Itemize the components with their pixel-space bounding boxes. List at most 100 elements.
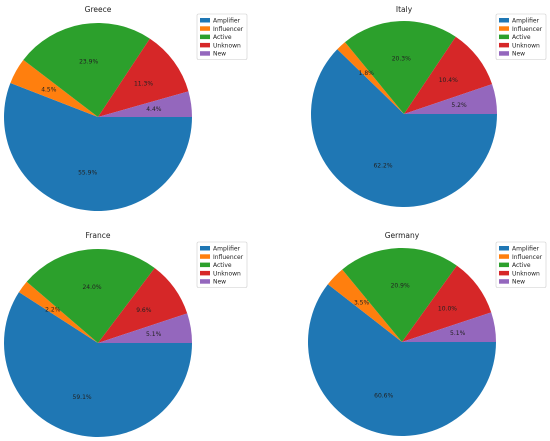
legend-swatch-amplifier [200,246,210,251]
slice-label-active: 20.3% [392,55,411,62]
pie-slice-new [404,84,497,114]
slice-label-influencer: 2.2% [45,306,61,313]
legend-label-influencer: Influencer [213,254,244,261]
slices [311,20,497,207]
slice-label-active: 20.9% [391,283,410,290]
legend-swatch-new [499,51,509,56]
pie-panel-italy: Italy 62.2% 1.8% 20.3% 10.4% 5.2% AmplifierInf… [311,5,547,207]
pie-slice-amplifier [3,82,192,212]
slice-labels: 62.2% 1.8% 20.3% 10.4% 5.2% [359,55,467,169]
legend-label-new: New [512,279,525,286]
pie-slice-active [342,248,457,342]
chart-title: Greece [85,5,112,14]
legend-label-new: New [213,279,226,286]
legend-label-amplifier: Amplifier [512,18,540,25]
chart-title: France [86,231,111,240]
pie-slice-active [26,248,155,343]
slice-label-unknown: 9.6% [136,307,152,314]
legend-swatch-new [200,279,210,284]
legend-frame [495,241,547,288]
legend-label-active: Active [512,262,531,269]
slices [307,248,496,436]
slice-label-amplifier: 55.9% [78,169,97,176]
slice-labels: 55.9% 4.5% 23.9% 11.3% 4.4% [41,58,162,176]
legend-swatch-active [499,262,509,268]
legend-label-unknown: Unknown [213,270,241,277]
legend-swatch-active [200,34,210,40]
pie-slice-influencer [327,269,402,342]
legend-swatch-influencer [200,26,210,31]
slice-label-active: 24.0% [82,284,101,291]
legend-frame [495,13,547,60]
legend-label-unknown: Unknown [512,270,540,277]
slice-label-unknown: 11.3% [134,81,153,88]
pie-slice-unknown [98,38,189,117]
legend-label-amplifier: Amplifier [213,18,241,25]
legend-label-active: Active [213,34,232,41]
pie-slice-influencer [18,281,99,343]
legend-swatch-active [499,34,509,40]
pie-slice-new [402,312,496,342]
slice-label-influencer: 1.8% [359,70,375,77]
chart-title: Italy [396,5,413,14]
pie-slice-new [98,313,193,343]
chart-title: Germany [385,231,420,240]
pie-slice-influencer [337,42,404,114]
pie-slice-active [23,23,150,117]
legend-label-amplifier: Amplifier [512,246,540,253]
legend-swatch-influencer [499,254,509,259]
legend-swatch-new [499,279,509,284]
legend-frame [196,241,248,288]
legend-label-unknown: Unknown [213,42,241,49]
pie-slice-influencer [10,59,99,117]
pie-slice-amplifier [311,49,497,207]
slice-label-new: 5.1% [146,331,162,338]
slice-labels: 60.6% 3.5% 20.9% 10.0% 5.1% [354,283,466,400]
pie-slice-unknown [402,265,492,342]
slice-label-new: 4.4% [146,106,162,113]
legend-label-influencer: Influencer [213,26,244,33]
legend-swatch-unknown [499,270,509,276]
pie-slice-amplifier [307,284,496,436]
slice-label-amplifier: 62.2% [373,163,392,170]
slice-label-new: 5.2% [451,102,467,109]
legend-frame [196,13,248,60]
legend-swatch-influencer [499,26,509,31]
legend-label-new: New [213,51,226,58]
legend-swatch-new [200,51,210,56]
pie-panel-germany: Germany 60.6% 3.5% 20.9% 10.0% 5.1% AmplifierI… [307,231,547,436]
legend-swatch-amplifier [499,18,509,23]
legend-label-active: Active [512,34,531,41]
slice-label-active: 23.9% [79,58,98,65]
legend-label-amplifier: Amplifier [213,246,241,253]
legend-label-unknown: Unknown [512,42,540,49]
slice-label-unknown: 10.4% [439,77,458,84]
pie-slice-amplifier [3,292,192,437]
slice-label-amplifier: 60.6% [374,392,393,399]
legend-swatch-amplifier [499,246,509,251]
slice-label-influencer: 3.5% [354,300,370,307]
legend-swatch-unknown [499,42,509,48]
legend-swatch-influencer [200,254,210,259]
slice-labels: 59.1% 2.2% 24.0% 9.6% 5.1% [45,284,161,401]
legend-label-active: Active [213,262,232,269]
slice-label-influencer: 4.5% [41,86,57,93]
pie-slice-unknown [98,268,188,343]
slices [3,23,192,212]
slice-label-unknown: 10.0% [438,306,457,313]
legend-swatch-active [200,262,210,268]
legend-label-influencer: Influencer [512,254,543,261]
pie-panel-greece: Greece 55.9% 4.5% 23.9% 11.3% 4.4% AmplifierIn… [3,5,248,212]
legend-swatch-unknown [200,270,210,276]
pie-slice-active [345,20,456,115]
pie-panel-france: France 59.1% 2.2% 24.0% 9.6% 5.1% AmplifierInf… [3,231,248,437]
legend-swatch-unknown [200,42,210,48]
slices [3,248,193,437]
pie-slice-new [98,91,192,117]
pie-slice-unknown [404,36,493,115]
slice-label-new: 5.1% [450,330,466,337]
